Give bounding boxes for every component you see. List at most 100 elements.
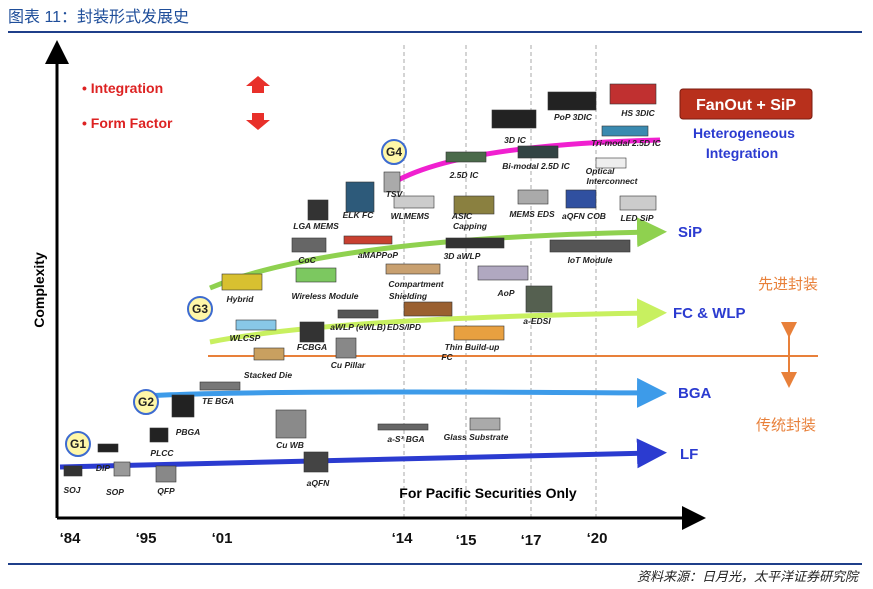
package-label: WLCSP bbox=[230, 333, 261, 343]
gen: G2 bbox=[138, 395, 154, 409]
x-label: ‘14 bbox=[392, 530, 414, 547]
chip-icon bbox=[155, 465, 177, 483]
package-label: LED SiP bbox=[620, 213, 653, 223]
package-label: Compartment bbox=[388, 279, 444, 289]
package-label: Tri-modal 2.5D IC bbox=[591, 138, 662, 148]
chip-icon bbox=[403, 301, 453, 317]
package-label: TSV bbox=[386, 189, 404, 199]
chip-icon bbox=[291, 237, 327, 253]
package-label: 2.5D IC bbox=[449, 170, 480, 180]
zone-label: 先进封装 bbox=[758, 276, 818, 293]
title: 图表 11：封装形式发展史 bbox=[8, 8, 189, 26]
watermark: For Pacific Securities Only bbox=[399, 485, 577, 501]
package-label: DIP bbox=[96, 463, 111, 473]
package-label: Cu WB bbox=[276, 440, 304, 450]
chip-icon bbox=[601, 125, 649, 137]
fc-line bbox=[209, 298, 667, 345]
chip-icon bbox=[377, 423, 429, 431]
chip-icon bbox=[337, 309, 379, 319]
chip-icon bbox=[469, 417, 501, 431]
chip-icon bbox=[235, 319, 277, 331]
package-label: Interconnect bbox=[586, 176, 638, 186]
chip-icon bbox=[295, 267, 337, 283]
package-label: Capping bbox=[453, 221, 488, 231]
x-label: ‘17 bbox=[521, 532, 542, 549]
x-label: ‘20 bbox=[587, 530, 608, 547]
package-icons bbox=[63, 83, 657, 483]
bga-line bbox=[144, 377, 667, 408]
package-label: Wireless Module bbox=[292, 291, 359, 301]
x-label: ‘95 bbox=[136, 530, 157, 547]
package-label: FC bbox=[441, 352, 453, 362]
chip-icon bbox=[335, 337, 357, 359]
chip-icon bbox=[445, 237, 505, 249]
package-label: Glass Substrate bbox=[444, 432, 509, 442]
chip-icon bbox=[343, 235, 393, 245]
legend-item: • Integration bbox=[82, 80, 163, 96]
chip-icon bbox=[149, 427, 169, 443]
package-label: Cu Pillar bbox=[331, 360, 366, 370]
chip-icon bbox=[307, 199, 329, 221]
chip-icon bbox=[303, 451, 329, 473]
badge: FanOut + SiP bbox=[696, 97, 796, 114]
package-label: LGA MEMS bbox=[293, 221, 339, 231]
package-label: PoP 3DIC bbox=[554, 112, 593, 122]
gen: G4 bbox=[386, 145, 402, 159]
chip-icon bbox=[171, 394, 195, 418]
package-label: aWLP (eWLB) bbox=[330, 322, 386, 332]
chip-icon bbox=[453, 195, 495, 215]
package-label: SOJ bbox=[63, 485, 80, 495]
package-label: IoT Module bbox=[568, 255, 613, 265]
trend-label: SiP bbox=[678, 224, 702, 241]
x-labels: ‘84 ‘95 ‘01 ‘14 ‘15 ‘17 ‘20 bbox=[60, 530, 608, 549]
gen: G1 bbox=[70, 437, 86, 451]
chip-icon bbox=[547, 91, 597, 111]
x-label: ‘15 bbox=[456, 532, 477, 549]
down-arrow bbox=[246, 113, 270, 130]
package-label: Optical bbox=[586, 166, 615, 176]
chip-icon bbox=[113, 461, 131, 477]
chip-icon bbox=[517, 189, 549, 205]
chip-icon bbox=[525, 285, 553, 313]
lf-line bbox=[59, 438, 667, 470]
chip-icon bbox=[445, 151, 487, 163]
chip-icon bbox=[221, 273, 263, 291]
fanout-line bbox=[386, 137, 661, 189]
chip-icon bbox=[393, 195, 435, 209]
package-label: Stacked Die bbox=[244, 370, 292, 380]
gen: G3 bbox=[192, 302, 208, 316]
package-label: aMAPPoP bbox=[358, 250, 398, 260]
package-label: a-EDSI bbox=[523, 316, 551, 326]
package-label: QFP bbox=[157, 486, 175, 496]
chip-icon bbox=[565, 189, 597, 209]
chip-icon bbox=[345, 181, 375, 213]
chip-icon bbox=[491, 109, 537, 129]
package-label: FCBGA bbox=[297, 342, 327, 352]
chip-icon bbox=[477, 265, 529, 281]
package-label: SOP bbox=[106, 487, 124, 497]
package-label: TE BGA bbox=[202, 396, 234, 406]
caption: Integration bbox=[706, 145, 778, 161]
package-label: aQFN COB bbox=[562, 211, 606, 221]
chip-icon bbox=[97, 443, 119, 453]
chip-icon bbox=[385, 263, 441, 275]
trend-label: FC & WLP bbox=[673, 305, 746, 322]
package-label: Bi-modal 2.5D IC bbox=[502, 161, 570, 171]
package-labels: SOJ DIP SOP PLCC QFP PBGA TE BGA Cu WB aQFN a-S³ … bbox=[63, 108, 661, 497]
package-label: a-S³ BGA bbox=[387, 434, 424, 444]
package-label: Thin Build-up bbox=[445, 342, 500, 352]
zone-label: 传统封装 bbox=[756, 417, 816, 434]
package-label: Hybrid bbox=[227, 294, 255, 304]
package-label: EDS/IPD bbox=[387, 322, 421, 332]
legend-item: • Form Factor bbox=[82, 115, 173, 131]
package-label: WLMEMS bbox=[391, 211, 430, 221]
up-arrow bbox=[246, 76, 270, 93]
chip-icon bbox=[609, 83, 657, 105]
generations: G1 G2 G3 G4 bbox=[65, 139, 407, 457]
chip-icon bbox=[299, 321, 325, 343]
package-label: PBGA bbox=[176, 427, 201, 437]
package-label: 3D IC bbox=[504, 135, 527, 145]
chip-icon bbox=[453, 325, 505, 341]
package-label: ASIC bbox=[451, 211, 473, 221]
